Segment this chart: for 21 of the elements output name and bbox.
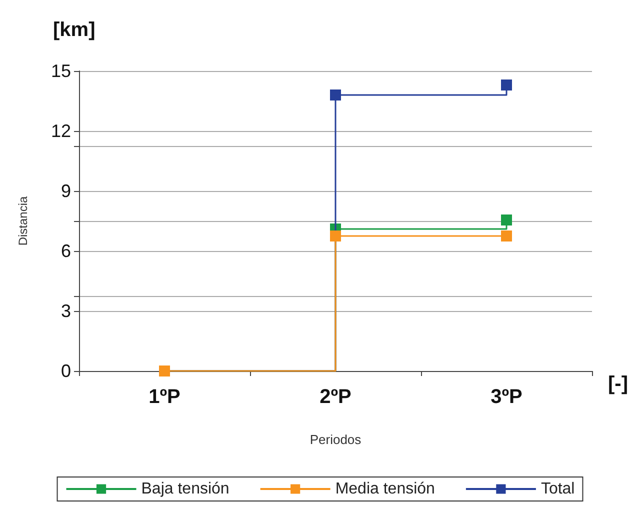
point — [330, 90, 341, 100]
y-tick-label: 3 — [60, 301, 71, 321]
y-tick-label: 9 — [60, 181, 71, 201]
x-tick-label: 3ºP — [490, 386, 522, 408]
y-tick-label: 15 — [50, 61, 71, 81]
text: [-] — [608, 373, 628, 395]
y-tick-label: 6 — [60, 241, 71, 261]
point — [501, 230, 512, 242]
x-tick-label: 2ºP — [320, 386, 352, 408]
point — [501, 214, 512, 226]
y-axis-title: Distancia — [16, 196, 30, 246]
x-axis-title: Periodos — [310, 432, 362, 447]
legend-label: Total — [540, 480, 575, 498]
text: [km] — [53, 19, 96, 41]
x-tick-label: 1ºP — [148, 386, 180, 408]
y-tick-label: 12 — [50, 121, 71, 141]
y-tick-label: 0 — [60, 361, 71, 381]
point — [330, 230, 341, 242]
point — [501, 80, 512, 90]
legend-label: Media tensión — [335, 480, 435, 498]
legend-label: Baja tensión — [141, 480, 230, 498]
